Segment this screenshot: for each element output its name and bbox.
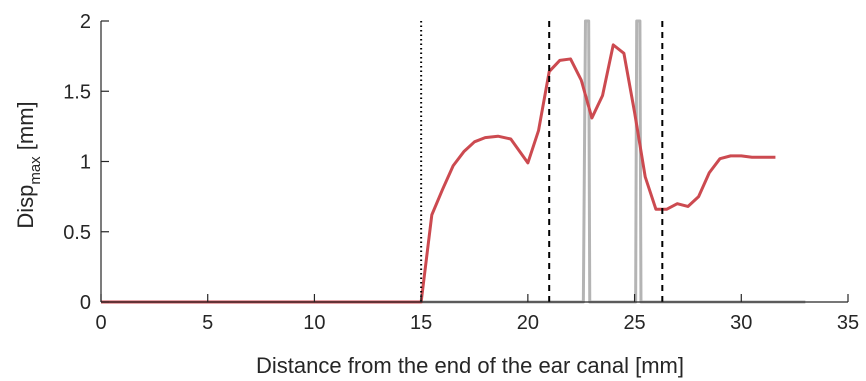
x-axis-label: Distance from the end of the ear canal [… (256, 353, 684, 378)
x-tick-label: 5 (202, 312, 213, 334)
y-tick-label: 2 (80, 11, 91, 33)
y-axis-label-unit: [mm] (13, 101, 38, 156)
y-tick-label: 1 (80, 152, 91, 174)
x-tick-label: 25 (623, 312, 645, 334)
x-tick-label: 20 (517, 312, 539, 334)
x-tick-label: 10 (303, 312, 325, 334)
y-axis-label-main: Disp (13, 185, 38, 229)
y-tick-label: 0 (80, 292, 91, 314)
series-gray-line (421, 19, 806, 304)
x-tick-label: 0 (95, 312, 106, 334)
x-tick-label: 35 (837, 312, 859, 334)
y-axis-label: Dispmax [mm] (13, 101, 44, 228)
plot-area (101, 19, 806, 304)
y-tick-label: 1.5 (63, 81, 91, 103)
y-tick-label: 0.5 (63, 222, 91, 244)
axes (100, 20, 849, 303)
y-axis-label-subscript: max (27, 156, 44, 185)
x-tick-label: 15 (410, 312, 432, 334)
series-red-line (101, 43, 776, 304)
x-tick-label: 30 (730, 312, 752, 334)
tick-labels: 0 5 10 15 20 25 30 35 0 0.5 1 1.5 2 (63, 11, 859, 334)
